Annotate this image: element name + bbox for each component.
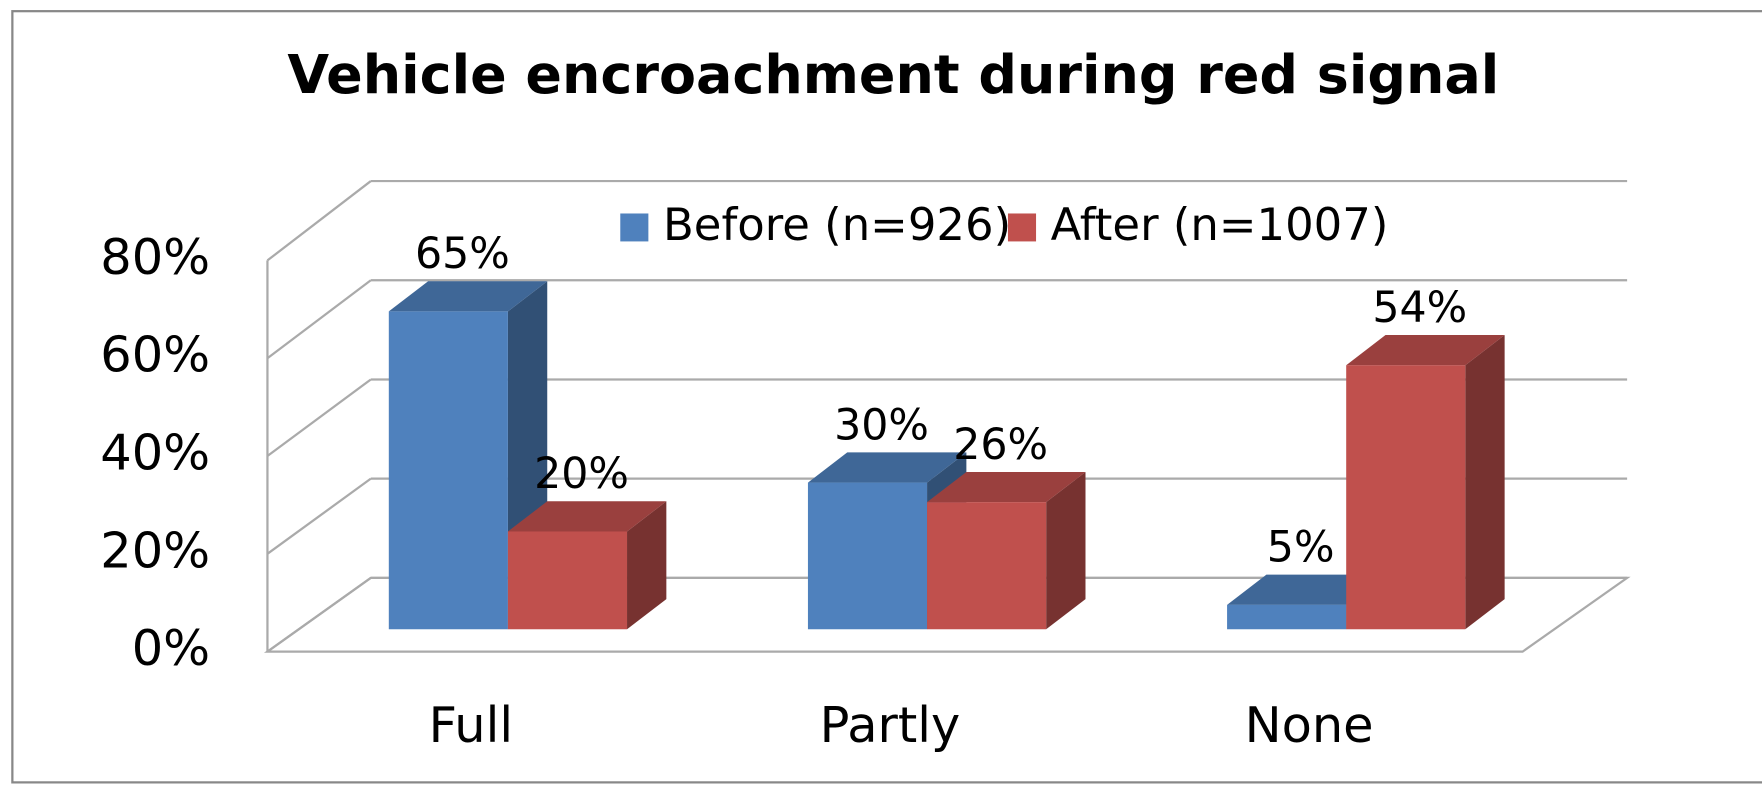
- x-tick-label: Partly: [820, 696, 961, 754]
- grid-line-side: [266, 576, 372, 653]
- bar-top: [1346, 335, 1505, 366]
- bar-top: [388, 281, 548, 312]
- y-tick-label: 20%: [100, 521, 210, 579]
- bar: [807, 482, 928, 630]
- value-label: 20%: [534, 449, 629, 499]
- bar-top: [1227, 574, 1386, 605]
- x-tick-label: None: [1245, 696, 1374, 754]
- bar-side: [627, 501, 667, 630]
- bar-top: [807, 452, 967, 483]
- grid-line-side: [266, 180, 372, 262]
- bar: [1346, 365, 1466, 630]
- bar: [1227, 604, 1347, 630]
- legend-swatch: [1007, 213, 1037, 242]
- value-label: 30%: [834, 400, 929, 450]
- bar-top: [927, 471, 1086, 503]
- grid-line-side: [266, 477, 372, 555]
- bar: [388, 311, 508, 630]
- value-label: 26%: [953, 420, 1048, 470]
- y-tick-label: 60%: [100, 326, 210, 384]
- value-label: 65%: [415, 229, 510, 279]
- value-label: 54%: [1372, 283, 1467, 333]
- value-label: 5%: [1267, 523, 1335, 573]
- legend-label: Before (n=926): [663, 198, 1011, 251]
- legend-swatch: [620, 213, 649, 242]
- y-tick-label: 80%: [100, 228, 210, 286]
- grid-line-side: [266, 279, 372, 360]
- bar-top: [507, 501, 667, 532]
- chart-area: Vehicle encroachment during red signal 0…: [11, 10, 1762, 784]
- bar-side: [1465, 335, 1505, 630]
- y-tick-label: 0%: [132, 619, 210, 677]
- bar: [507, 531, 628, 630]
- chart-title: Vehicle encroachment during red signal: [287, 43, 1499, 106]
- x-tick-label: Full: [429, 696, 514, 754]
- y-tick-label: 40%: [100, 424, 210, 482]
- grid-line-side: [266, 378, 372, 457]
- legend-label: After (n=1007): [1051, 198, 1389, 251]
- bar: [927, 502, 1047, 630]
- bar-side: [1046, 471, 1086, 630]
